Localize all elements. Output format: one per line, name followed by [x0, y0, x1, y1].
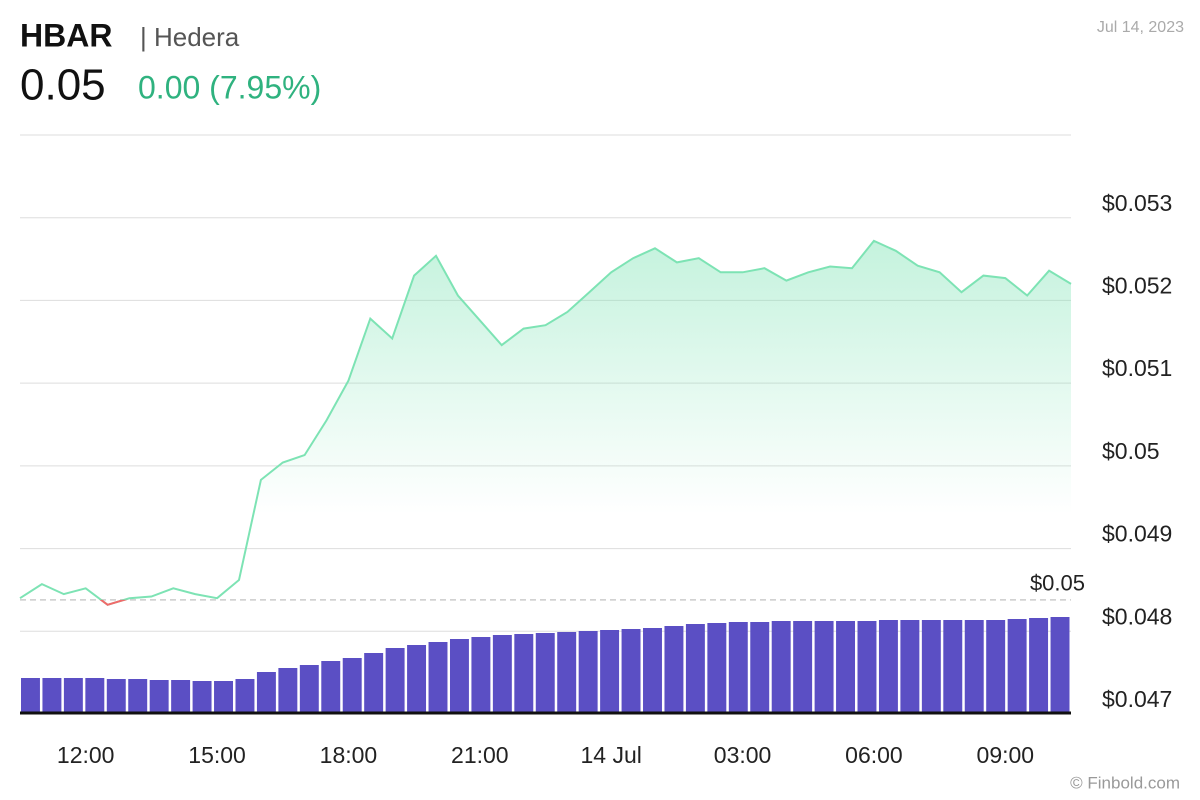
volume-bar	[921, 620, 941, 714]
volume-bar	[1029, 618, 1049, 714]
volume-bar	[235, 679, 255, 714]
volume-bar	[128, 679, 148, 714]
y-tick-label: $0.049	[1102, 521, 1172, 547]
y-tick-label: $0.053	[1102, 190, 1172, 216]
date: Jul 14, 2023	[1097, 19, 1184, 36]
y-tick-label: $0.048	[1102, 603, 1172, 629]
price-line	[19, 239, 1072, 606]
volume-bar	[471, 637, 491, 714]
volume-bar	[557, 632, 577, 714]
volume-bar	[106, 679, 126, 714]
volume-bar	[900, 620, 920, 714]
volume-bar	[664, 626, 684, 714]
volume-bar	[771, 621, 791, 714]
volume-bar	[964, 620, 984, 714]
volume-bar	[578, 631, 598, 714]
volume-bar	[278, 668, 298, 714]
volume-bar	[878, 620, 898, 714]
volume-bar	[256, 672, 276, 714]
volume-bar	[728, 622, 748, 714]
volume-bar	[21, 678, 40, 714]
x-tick-label: 12:00	[57, 742, 115, 768]
y-tick-label: $0.052	[1102, 273, 1172, 299]
x-tick-label: 21:00	[451, 742, 509, 768]
asset-name: | Hedera	[140, 22, 240, 52]
volume-bar	[85, 678, 105, 714]
volume-bar	[1050, 617, 1070, 714]
x-tick-label: 03:00	[714, 742, 772, 768]
volume-bar	[707, 623, 727, 714]
volume-bar	[428, 642, 448, 714]
volume-bar	[449, 639, 469, 714]
x-tick-label: 06:00	[845, 742, 903, 768]
price-area	[20, 240, 1071, 605]
volume-bar	[299, 665, 319, 714]
y-tick-label: $0.047	[1102, 686, 1172, 712]
x-tick-label: 14 Jul	[581, 742, 642, 768]
volume-bar	[171, 680, 191, 714]
volume-bar	[750, 622, 770, 714]
x-tick-label: 15:00	[188, 742, 246, 768]
volume-bar	[192, 681, 212, 714]
volume-bar	[42, 678, 62, 714]
volume-bar	[214, 681, 233, 714]
volume-bar	[943, 620, 963, 714]
x-tick-label: 09:00	[977, 742, 1035, 768]
volume-bar	[342, 658, 362, 714]
y-tick-label: $0.05	[1102, 438, 1160, 464]
volume-bar	[857, 621, 877, 714]
volume-bar	[685, 624, 705, 714]
volume-bar	[514, 634, 534, 714]
volume-bar	[535, 633, 555, 714]
volume-bar	[986, 620, 1006, 714]
symbol: HBAR	[20, 17, 112, 53]
volume-bar	[492, 635, 512, 714]
x-tick-label: 18:00	[320, 742, 378, 768]
volume-bar	[793, 621, 813, 714]
volume-bar	[321, 661, 341, 714]
volume-bar	[385, 648, 405, 714]
y-tick-label: $0.051	[1102, 355, 1172, 381]
volume-bar	[814, 621, 834, 714]
volume-bar	[643, 628, 662, 714]
volume-bar	[364, 653, 384, 714]
source: © Finbold.com	[1070, 773, 1180, 792]
volume-bar	[407, 645, 427, 714]
volume-bar	[63, 678, 83, 714]
price-change: 0.00 (7.95%)	[138, 69, 321, 105]
volume-bar	[836, 621, 856, 714]
price: 0.05	[20, 61, 106, 110]
volume-bar	[600, 630, 620, 714]
volume-bar	[621, 629, 641, 714]
volume-bar	[149, 680, 169, 714]
volume-bar	[1007, 619, 1027, 714]
